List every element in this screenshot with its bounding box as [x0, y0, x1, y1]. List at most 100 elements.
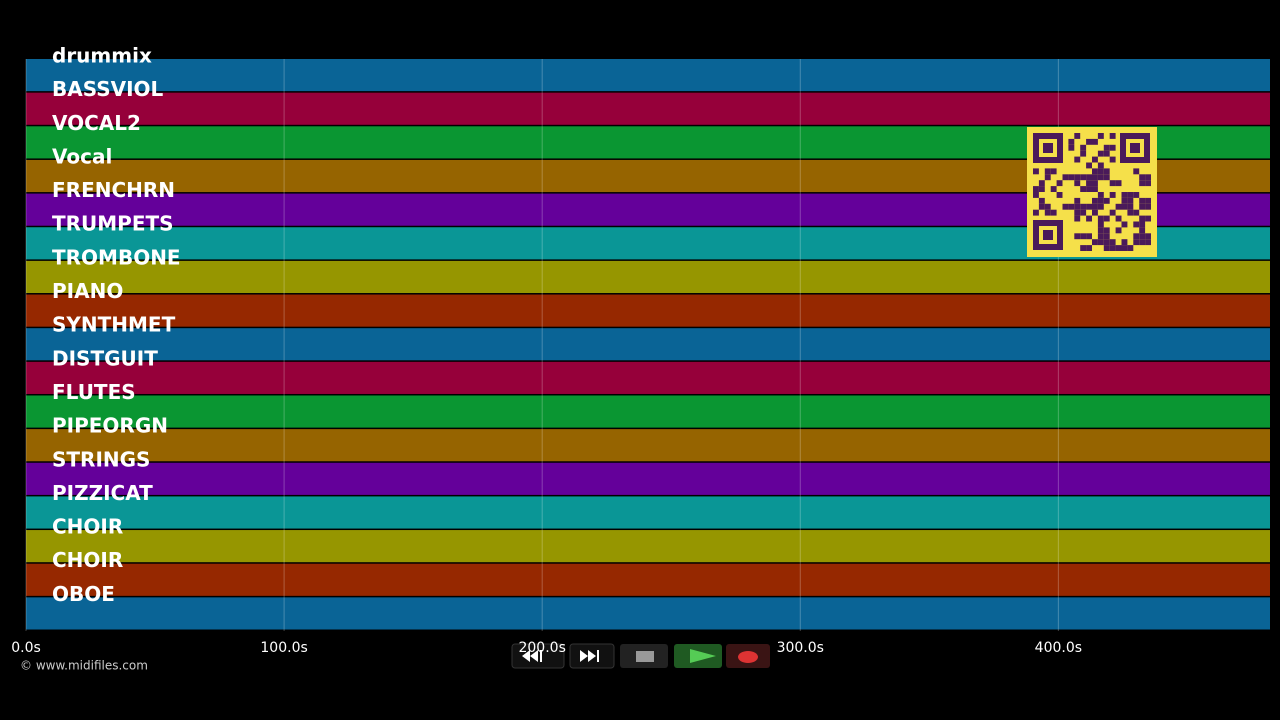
qr-module: [1074, 197, 1081, 204]
qr-finder: [1043, 143, 1053, 153]
qr-module: [1074, 233, 1081, 240]
qr-module: [1121, 192, 1128, 198]
qr-module: [1139, 233, 1146, 240]
qr-module: [1068, 144, 1075, 151]
track-label: VOCAL2: [52, 111, 141, 135]
qr-module: [1097, 192, 1104, 198]
qr-module: [1115, 227, 1122, 234]
track-label: DISTGUIT: [52, 346, 158, 370]
qr-module: [1139, 221, 1146, 228]
track-lane: [26, 361, 1270, 394]
track-lane: [26, 92, 1270, 125]
qr-module: [1109, 245, 1116, 251]
qr-module: [1097, 150, 1104, 157]
track-label: STRINGS: [52, 447, 150, 471]
qr-module: [1097, 215, 1104, 222]
track-lane: [26, 260, 1270, 294]
qr-module: [1109, 180, 1116, 187]
qr-module: [1139, 180, 1146, 187]
qr-module: [1080, 245, 1087, 251]
x-tick-label: 400.0s: [1035, 640, 1082, 656]
qr-module: [1092, 138, 1098, 145]
qr-module: [1092, 180, 1098, 187]
qr-module: [1074, 156, 1081, 163]
qr-module: [1103, 233, 1110, 240]
qr-module: [1127, 209, 1134, 216]
qr-module: [1092, 174, 1098, 181]
qr-module: [1044, 203, 1051, 210]
track-lane: [26, 462, 1270, 495]
qr-module: [1092, 186, 1098, 192]
qr-module: [1050, 186, 1057, 192]
track-lane: [26, 395, 1270, 428]
qr-module: [1068, 174, 1075, 181]
qr-module: [1086, 186, 1092, 192]
qr-module: [1103, 150, 1110, 157]
qr-module: [1086, 233, 1092, 240]
track-label: PIZZICAT: [52, 481, 153, 505]
qr-module: [1086, 162, 1092, 169]
x-tick-label: 0.0s: [11, 640, 41, 656]
qr-module: [1033, 192, 1039, 198]
track-label: TRUMPETS: [52, 212, 174, 236]
qr-finder: [1043, 230, 1053, 240]
qr-module: [1038, 197, 1045, 204]
qr-module: [1074, 215, 1081, 222]
qr-module: [1139, 227, 1146, 234]
qr-module: [1092, 209, 1098, 216]
qr-module: [1086, 203, 1092, 210]
qr-module: [1033, 209, 1039, 216]
qr-module: [1038, 180, 1045, 187]
qr-module: [1133, 239, 1140, 246]
qr-module: [1145, 215, 1151, 222]
qr-module: [1097, 221, 1104, 228]
track-label: FRENCHRN: [52, 178, 175, 202]
qr-module: [1109, 239, 1116, 246]
track-label: TROMBONE: [52, 245, 181, 269]
qr-module: [1103, 227, 1110, 234]
x-tick-label: 300.0s: [777, 640, 824, 656]
qr-module: [1044, 174, 1051, 181]
qr-module: [1103, 239, 1110, 246]
stop-icon: [636, 651, 654, 662]
qr-code: [1027, 127, 1157, 257]
qr-module: [1074, 180, 1081, 187]
qr-module: [1145, 239, 1151, 246]
qr-module: [1056, 180, 1063, 187]
qr-module: [1133, 221, 1140, 228]
qr-module: [1050, 209, 1057, 216]
qr-module: [1127, 197, 1134, 204]
qr-module: [1115, 180, 1122, 187]
qr-module: [1080, 233, 1087, 240]
qr-module: [1086, 215, 1092, 222]
qr-module: [1074, 133, 1081, 139]
track-lane: [26, 328, 1270, 361]
qr-module: [1103, 168, 1110, 175]
qr-module: [1103, 215, 1110, 222]
qr-module: [1139, 174, 1146, 181]
qr-module: [1115, 245, 1122, 251]
qr-finder: [1130, 143, 1140, 153]
qr-module: [1080, 144, 1087, 151]
qr-module: [1109, 209, 1116, 216]
qr-module: [1097, 227, 1104, 234]
qr-module: [1109, 133, 1116, 139]
qr-module: [1086, 180, 1092, 187]
qr-module: [1133, 233, 1140, 240]
qr-module: [1080, 203, 1087, 210]
qr-module: [1127, 245, 1134, 251]
track-label: CHOIR: [52, 515, 123, 539]
qr-module: [1127, 192, 1134, 198]
qr-module: [1097, 133, 1104, 139]
qr-module: [1139, 215, 1146, 222]
track-lane: [26, 597, 1270, 630]
qr-module: [1097, 203, 1104, 210]
qr-module: [1086, 245, 1092, 251]
qr-module: [1097, 197, 1104, 204]
qr-module: [1109, 156, 1116, 163]
qr-module: [1038, 186, 1045, 192]
track-lane: [26, 294, 1270, 327]
qr-module: [1080, 174, 1087, 181]
qr-module: [1139, 197, 1146, 204]
